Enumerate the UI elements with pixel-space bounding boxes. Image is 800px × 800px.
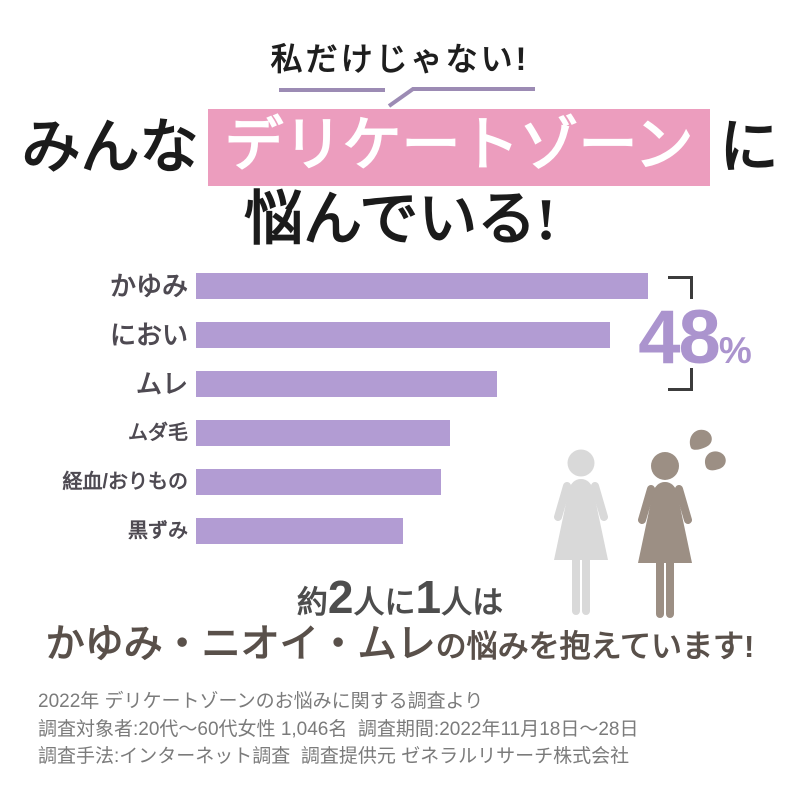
bar-label-discharge: 経血/おりもの [62, 471, 188, 493]
message-keywords: かゆみ・ニオイ・ムレ [45, 623, 436, 666]
bar-label-itch: かゆみ [109, 271, 188, 301]
woman-worried-icon [638, 452, 692, 618]
sweat-drops-icon [689, 429, 726, 471]
bar-darkening [196, 518, 403, 544]
chart-row: 黒ずみ [30, 515, 403, 547]
headline-pre: みんな [21, 114, 199, 180]
survey-source-notes: 2022年 デリケートゾーンのお悩みに関する調査より 調査対象者:20代〜60代… [38, 688, 638, 771]
bar-discharge [196, 469, 441, 495]
source-line1: 2022年 デリケートゾーンのお悩みに関する調査より [38, 691, 484, 712]
bar-stuffiness [196, 371, 497, 397]
bar-label-stuffiness: ムレ [135, 369, 188, 399]
headline-line1: みんな デリケートゾーンに [0, 109, 800, 186]
source-line2: 調査対象者:20代〜60代女性 1,046名 調査期間:2022年11月18日〜… [38, 718, 639, 740]
chart-row: 経血/おりもの [30, 466, 441, 498]
message-number-1: 1 [415, 571, 442, 623]
stat-48-percent: 48% [615, 296, 775, 401]
bar-odor [196, 322, 610, 348]
chart-row: かゆみ [30, 270, 648, 302]
chart-row: ムレ [30, 368, 497, 400]
message-number-2: 2 [327, 571, 354, 623]
headline-post: に [719, 114, 779, 180]
bar-label-unwanted-hair: ムダ毛 [128, 422, 188, 444]
message-line1: 約2人に1人は [0, 574, 800, 626]
bracket-bottom-icon [668, 368, 693, 391]
speech-underline-icon [279, 87, 535, 108]
badge-text: 私だけじゃない! [270, 41, 530, 77]
message-text: 約 [296, 585, 328, 620]
bar-unwanted-hair [196, 420, 450, 446]
headline-highlight: デリケートゾーン [208, 109, 710, 186]
two-women-icon [554, 429, 726, 618]
bracket-top-icon [668, 276, 693, 299]
stat-number: 48 [638, 295, 721, 380]
chart-row: におい [30, 319, 610, 351]
bar-itch [196, 273, 648, 299]
bar-label-darkening: 黒ずみ [128, 520, 188, 542]
message-text: 人は [441, 585, 504, 620]
source-line3: 調査手法:インターネット調査 調査提供元 ゼネラルリサーチ株式会社 [38, 746, 630, 767]
message-rest: の悩みを抱えています! [435, 629, 755, 664]
message-text: 人に [353, 585, 416, 620]
chart-row: ムダ毛 [30, 417, 450, 449]
woman-plain-icon [554, 449, 608, 615]
bar-label-odor: におい [109, 320, 188, 350]
message-line2: かゆみ・ニオイ・ムレの悩みを抱えています! [0, 622, 800, 670]
headline-line2: 悩んでいる! [244, 186, 556, 252]
stat-percent-sign: % [718, 330, 752, 371]
